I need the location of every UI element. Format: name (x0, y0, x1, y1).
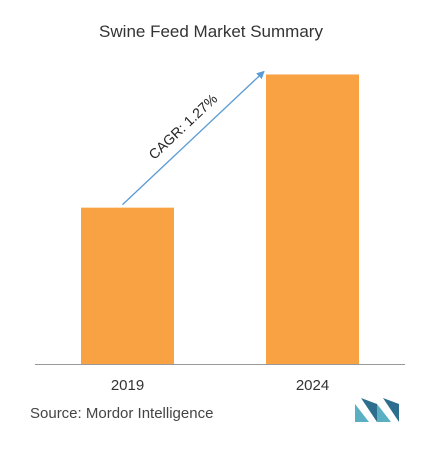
bar-2019 (81, 207, 174, 364)
x-tick-label-2024: 2024 (296, 377, 329, 394)
chart-title: Swine Feed Market Summary (99, 22, 323, 41)
bar-2024 (266, 74, 359, 364)
mordor-intelligence-logo-icon (355, 398, 399, 422)
cagr-label: CAGR: 1.27% (145, 90, 220, 162)
x-tick-label-2019: 2019 (111, 377, 144, 394)
source-label: Source: Mordor Intelligence (30, 405, 214, 422)
cagr-arrow (122, 70, 265, 206)
